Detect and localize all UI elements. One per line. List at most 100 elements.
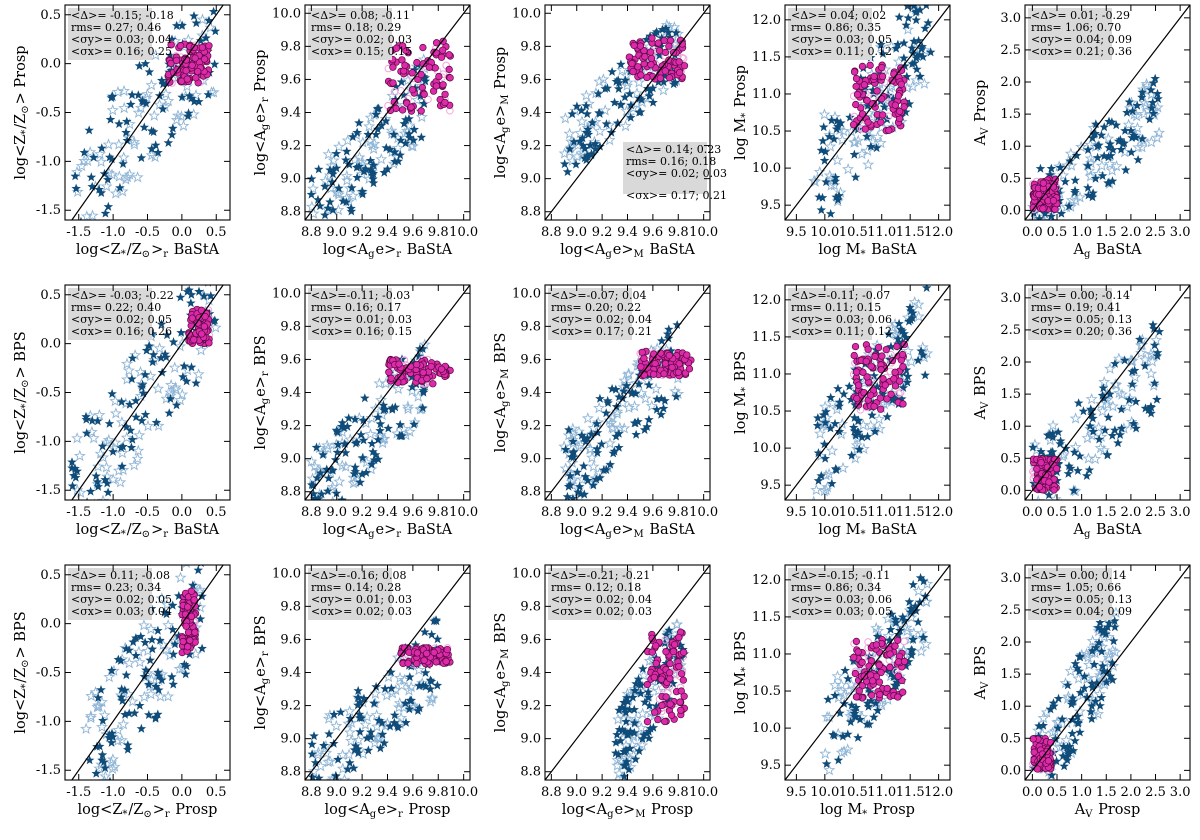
data-point-star-filled [178, 371, 188, 381]
data-point-circle-filled [201, 312, 209, 321]
x-axis-title: log M* BaStA [818, 242, 917, 260]
data-point-star-open [95, 720, 108, 733]
data-point-star-open [920, 638, 933, 650]
data-point-star-filled [891, 391, 901, 401]
data-point-star-filled [1113, 438, 1123, 448]
data-point-circle-filled [676, 698, 684, 706]
data-point-star-open [94, 148, 107, 160]
data-point-star-filled [643, 692, 654, 702]
data-point-circle-filled [850, 68, 859, 76]
data-point-star-filled [147, 644, 158, 654]
data-point-star-filled [813, 448, 824, 458]
x-tick-label: -1.0 [101, 225, 126, 240]
data-point-circle-filled [883, 684, 891, 693]
data-point-star-open [918, 77, 931, 89]
y-tick-label: 9.4 [280, 386, 301, 401]
data-point-star-filled [1054, 195, 1065, 205]
data-point-circle-filled [661, 67, 669, 75]
data-point-circle-filled [651, 359, 659, 368]
data-point-star-filled [1099, 625, 1110, 635]
data-point-star-filled [661, 23, 671, 33]
data-point-star-open [117, 151, 130, 163]
data-point-star-open [837, 461, 850, 474]
data-point-star-open [92, 699, 105, 711]
x-tick-label: 11.0 [867, 785, 896, 800]
data-point-star-open [1064, 665, 1077, 677]
data-point-circle-filled [897, 80, 905, 88]
data-point-star-filled [655, 41, 666, 51]
data-point-star-filled [1043, 430, 1053, 440]
data-point-star-filled [100, 474, 110, 484]
stats-line: <Δ>=-0.21; -0.21 [551, 569, 650, 582]
data-point-star-filled [601, 119, 612, 129]
data-point-star-filled [308, 489, 319, 498]
x-tick-label: 2.5 [1145, 505, 1166, 520]
data-point-star-open [182, 565, 191, 569]
plot-area [1025, 5, 1190, 220]
data-point-star-open [1109, 378, 1122, 390]
data-point-star-filled [813, 413, 823, 423]
data-point-circle-filled [200, 55, 209, 63]
data-point-star-open [572, 441, 585, 453]
data-point-star-open [593, 75, 606, 87]
data-point-circle-filled [186, 636, 194, 645]
data-point-star-filled [906, 644, 916, 654]
data-point-star-filled [876, 39, 886, 49]
data-point-star-filled [609, 97, 620, 107]
data-point-star-open [192, 368, 205, 380]
data-point-star-filled [383, 423, 393, 433]
data-point-star-filled [925, 47, 936, 57]
data-point-circle-filled [198, 43, 206, 52]
y-tick-label: 1.0 [1000, 699, 1021, 714]
data-point-circle-filled [860, 81, 869, 89]
data-point-star-open [575, 115, 588, 127]
data-point-star-filled [407, 372, 417, 382]
data-point-circle-filled [408, 86, 417, 94]
data-point-star-filled [313, 194, 323, 204]
data-point-star-open [141, 88, 154, 100]
data-point-circle-filled [895, 377, 904, 385]
data-point-star-filled [176, 327, 186, 337]
data-point-star-open [118, 101, 131, 114]
stats-line: <Δ>= 0.11; -0.08 [71, 569, 170, 582]
data-point-star-open [97, 494, 110, 500]
data-point-star-open [873, 413, 885, 425]
data-point-star-filled [409, 419, 419, 429]
data-point-star-open [128, 138, 141, 150]
data-point-star-filled [581, 101, 591, 110]
y-tick-label: 11.5 [752, 330, 781, 345]
y-tick-label: 0.0 [1000, 483, 1021, 498]
data-point-star-filled [373, 124, 383, 134]
data-point-star-filled [817, 192, 828, 202]
data-point-star-open [131, 452, 144, 465]
data-point-circle-filled [652, 642, 660, 650]
data-point-star-filled [1148, 97, 1158, 107]
data-point-star-open [363, 120, 376, 132]
plot-area [1025, 285, 1190, 500]
data-point-circle-filled [205, 42, 213, 50]
data-point-circle-filled [879, 375, 887, 383]
data-point-star-filled [1146, 85, 1156, 95]
data-point-star-filled [824, 131, 835, 141]
x-tick-label: 11.5 [896, 225, 925, 240]
data-point-star-filled [843, 673, 853, 683]
data-point-star-open [1113, 386, 1126, 399]
data-point-circle-filled [665, 351, 673, 360]
data-point-star-filled [586, 150, 597, 160]
data-point-circle-filled [638, 348, 646, 357]
data-point-star-open [157, 638, 170, 651]
x-tick-label: -1.5 [66, 225, 91, 240]
data-point-star-open [639, 392, 652, 404]
data-point-star-filled [418, 385, 429, 395]
data-point-star-filled [105, 776, 115, 780]
data-point-star-open [862, 158, 875, 170]
data-point-star-filled [1083, 182, 1093, 192]
data-point-star-filled [1064, 461, 1074, 471]
data-point-star-filled [626, 112, 636, 122]
data-point-star-filled [158, 104, 168, 114]
